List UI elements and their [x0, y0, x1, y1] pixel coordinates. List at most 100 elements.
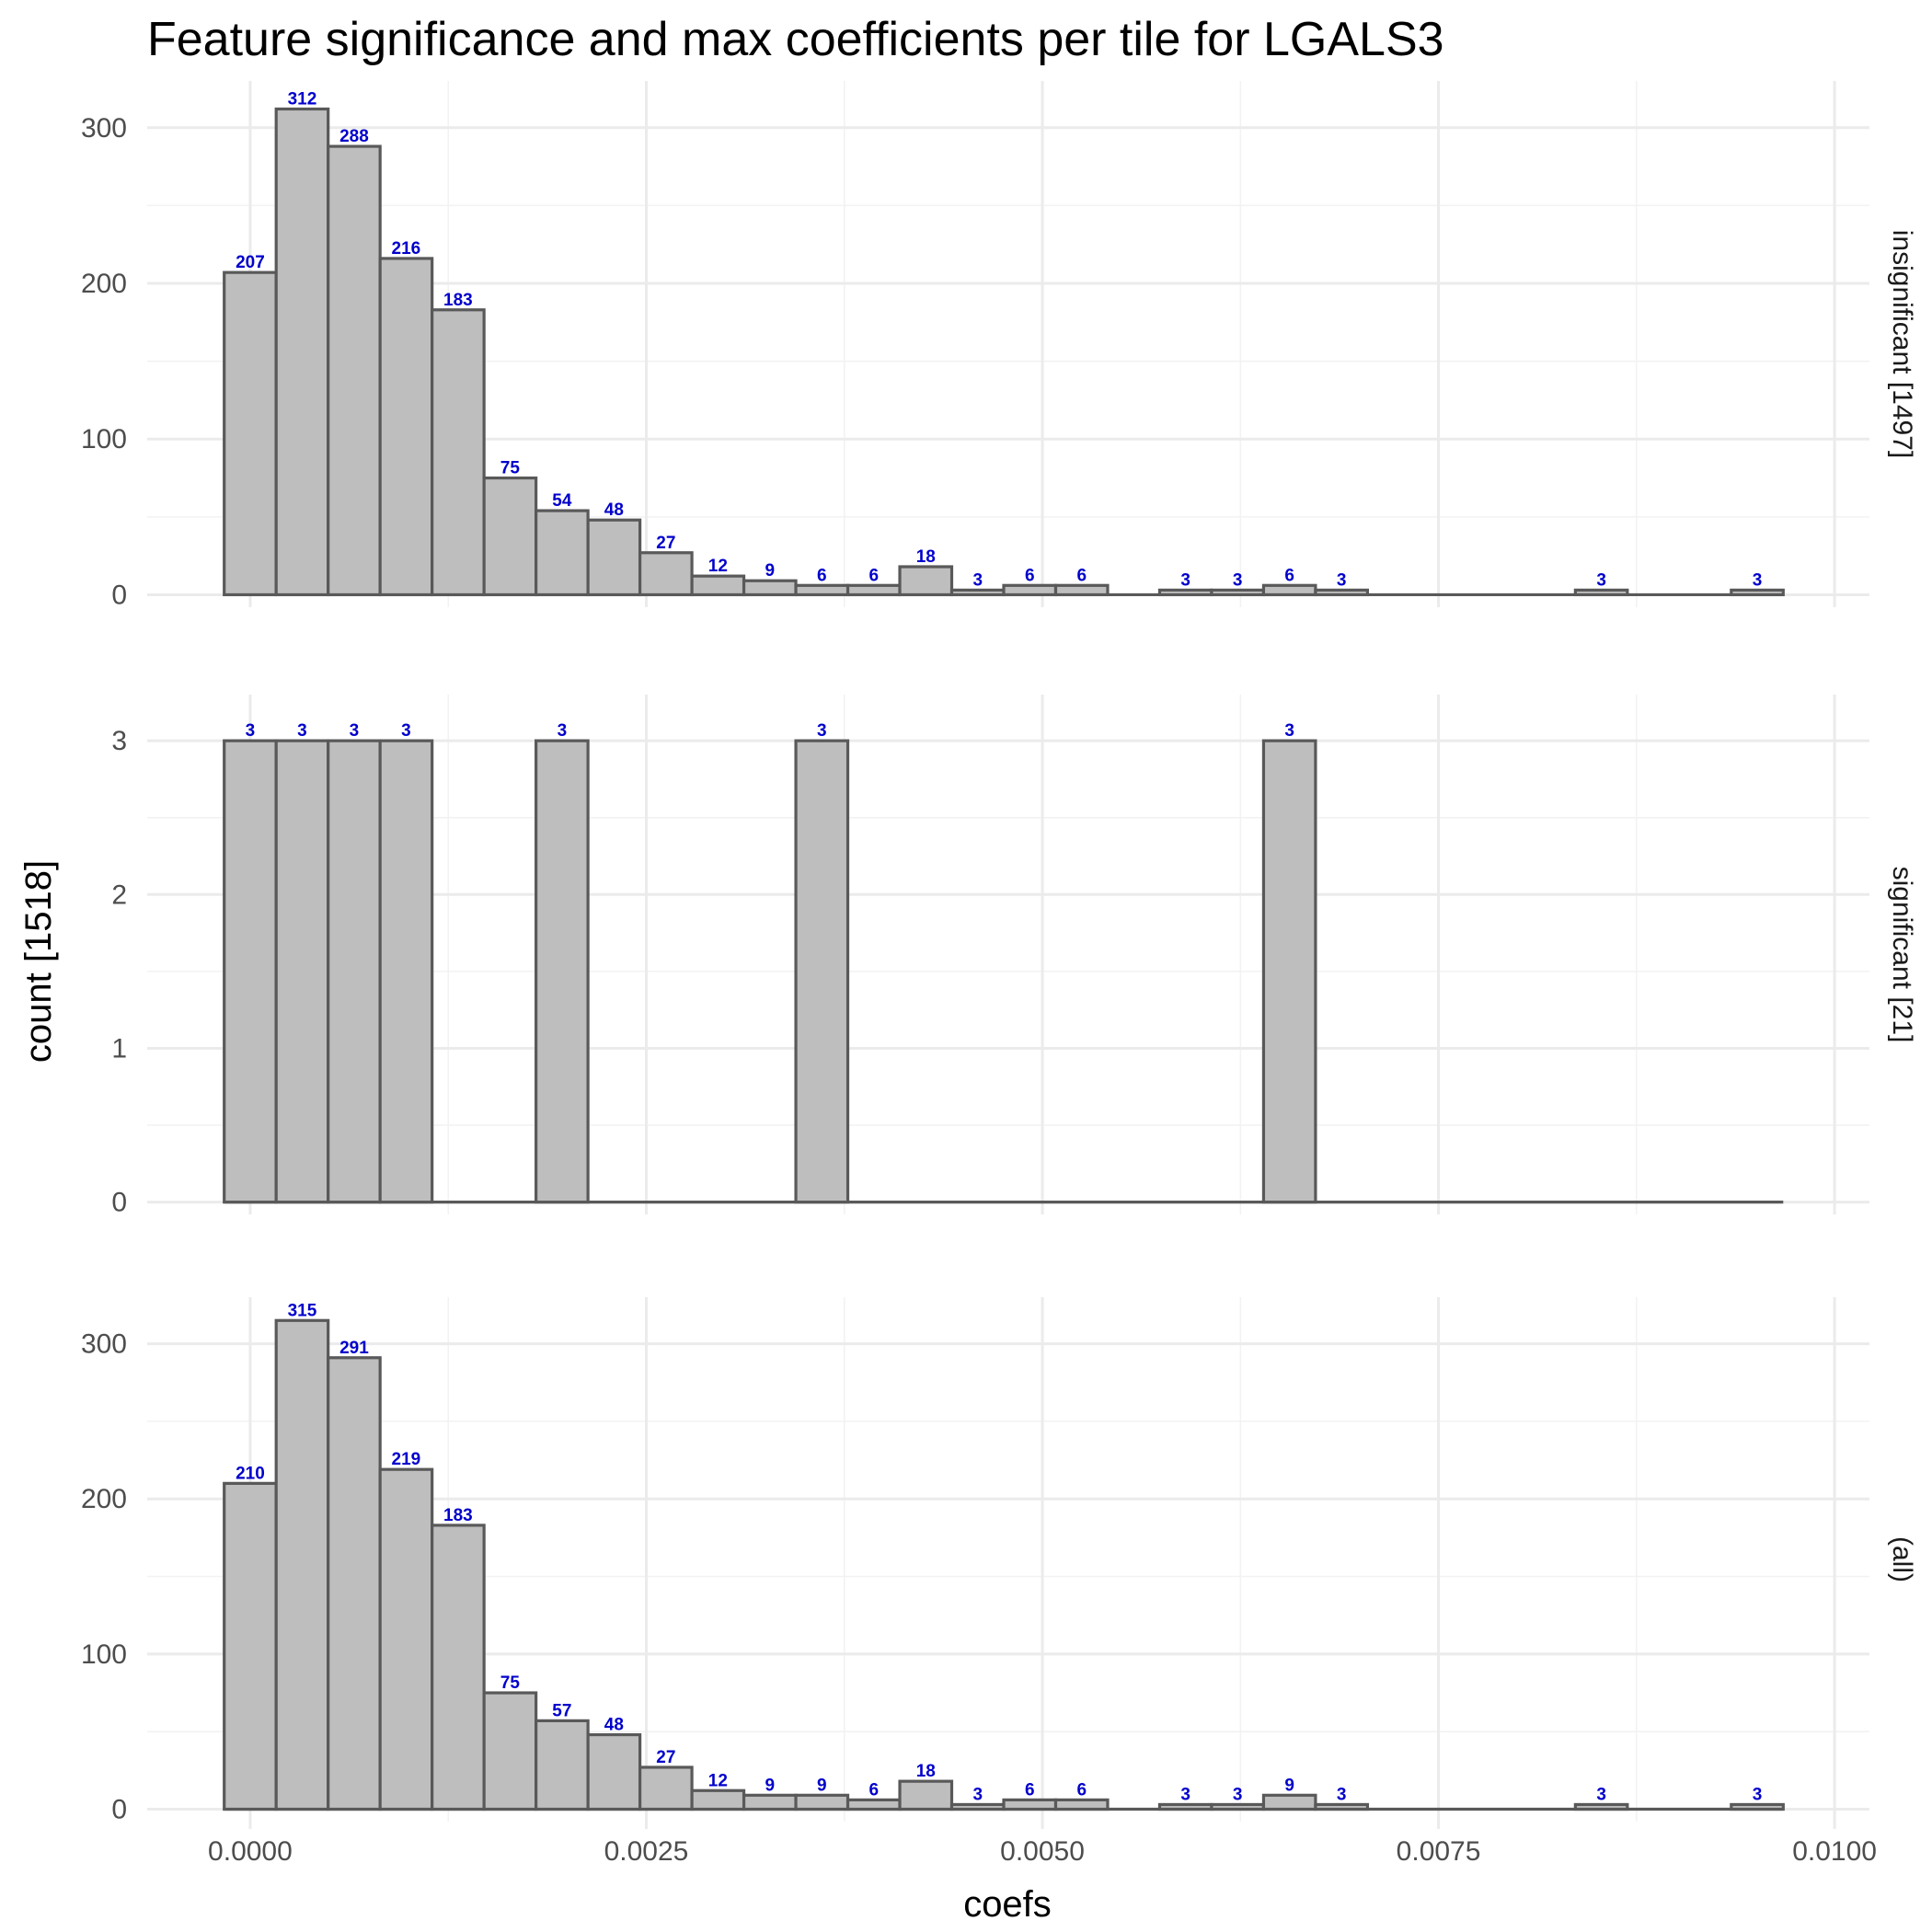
histogram-bar	[1210, 588, 1266, 597]
bar-count-label: 3	[401, 721, 411, 741]
y-tick-label: 3	[111, 726, 127, 756]
y-tick-label: 0	[111, 1795, 127, 1825]
histogram-bar	[1210, 1802, 1266, 1811]
histogram-bar	[690, 1788, 746, 1811]
bar-count-label: 6	[868, 566, 879, 585]
bar-count-label: 3	[1753, 1785, 1763, 1804]
bar-count-label: 6	[1284, 566, 1294, 585]
histogram-bar	[482, 1691, 538, 1811]
histogram-bar	[1053, 583, 1110, 597]
histogram-bar	[1730, 1802, 1785, 1811]
bar-count-label: 3	[1596, 1785, 1606, 1804]
bar-count-label: 6	[1076, 566, 1087, 585]
histogram-bar	[1261, 583, 1317, 597]
bar-count-label: 54	[552, 491, 572, 511]
histogram-bar	[1314, 1802, 1370, 1811]
histogram-bar	[742, 1793, 798, 1811]
histogram-bar	[274, 107, 330, 597]
histogram-bar	[1261, 1793, 1317, 1811]
bar-count-label: 183	[443, 291, 473, 310]
bar-count-label: 207	[236, 253, 265, 272]
histogram-bar	[1157, 1802, 1213, 1811]
histogram-bar	[223, 270, 278, 597]
histogram-bar	[535, 1719, 590, 1811]
bar-count-label: 6	[1076, 1780, 1087, 1800]
bar-count-label: 18	[916, 1762, 936, 1781]
y-tick-label: 0	[111, 1188, 127, 1218]
histogram-bar	[898, 1779, 954, 1811]
bar-count-label: 3	[1753, 570, 1763, 590]
y-tick-label: 300	[81, 1329, 127, 1360]
histogram-bar	[690, 574, 746, 597]
bar-count-label: 27	[656, 1748, 675, 1767]
bar-count-label: 3	[1233, 570, 1243, 590]
bar-count-label: 219	[392, 1450, 421, 1469]
bar-count-label: 3	[1337, 570, 1347, 590]
y-tick-label: 100	[81, 1639, 127, 1670]
bar-count-label: 48	[604, 1716, 624, 1735]
histogram-bar	[1261, 739, 1317, 1204]
bar-count-label: 3	[246, 721, 256, 741]
x-axis-title: coefs	[963, 1884, 1052, 1925]
bar-count-label: 288	[339, 127, 369, 146]
histogram-bar	[845, 1798, 902, 1811]
histogram-bar	[742, 579, 798, 597]
y-tick-label: 0	[111, 580, 127, 610]
bar-count-label: 18	[916, 547, 936, 567]
histogram-bar	[274, 739, 330, 1204]
bar-count-label: 27	[656, 534, 675, 553]
bar-count-label: 3	[350, 721, 360, 741]
x-tick-label: 0.0000	[208, 1836, 293, 1867]
bar-count-label: 6	[1025, 1780, 1035, 1800]
bar-count-label: 75	[500, 459, 521, 478]
y-axis-title: count [1518]	[18, 860, 59, 1063]
x-tick-label: 0.0050	[1000, 1836, 1085, 1867]
histogram-bar	[1002, 583, 1058, 597]
histogram-bar	[794, 739, 850, 1204]
bar-count-label: 312	[288, 89, 317, 109]
bar-count-label: 9	[765, 561, 776, 581]
bar-count-label: 57	[552, 1701, 571, 1720]
y-tick-label: 200	[81, 269, 127, 299]
facet-strip-label: significant [21]	[1887, 867, 1917, 1043]
bar-count-label: 12	[708, 1771, 728, 1790]
histogram-bar	[638, 551, 694, 597]
histogram-bar	[638, 1765, 694, 1811]
histogram-bar	[431, 308, 486, 597]
y-tick-label: 1	[111, 1033, 127, 1064]
bar-count-label: 75	[500, 1673, 521, 1693]
bar-count-label: 183	[443, 1506, 473, 1525]
bar-count-label: 48	[604, 500, 624, 520]
histogram-bar	[1730, 588, 1785, 597]
bar-count-label: 3	[972, 570, 983, 590]
bar-count-label: 3	[297, 721, 307, 741]
histogram-bar	[535, 739, 590, 1204]
histogram-bar	[378, 257, 434, 597]
x-tick-label: 0.0100	[1792, 1836, 1877, 1867]
histogram-bar	[898, 565, 954, 597]
y-tick-label: 300	[81, 113, 127, 144]
histogram-bar	[949, 1802, 1006, 1811]
histogram-bar	[482, 476, 538, 597]
histogram-bar	[378, 1467, 434, 1811]
histogram-bar	[327, 739, 382, 1204]
histogram-bar	[327, 144, 382, 597]
histogram-bar	[794, 583, 850, 597]
facet-strip-label: (all)	[1887, 1536, 1917, 1582]
bar-count-label: 3	[1233, 1785, 1243, 1804]
bar-count-label: 210	[236, 1464, 265, 1483]
bar-count-label: 6	[868, 1780, 879, 1800]
histogram-bar	[1053, 1798, 1110, 1811]
histogram-bar	[431, 1524, 486, 1811]
histogram-bar	[845, 583, 902, 597]
histogram-bar	[327, 1356, 382, 1811]
histogram-bar	[586, 518, 642, 597]
histogram-bar	[535, 509, 590, 597]
histogram-bar	[1573, 1802, 1629, 1811]
histogram-bar	[1002, 1798, 1058, 1811]
histogram-bar	[378, 739, 434, 1204]
histogram-bar	[1573, 588, 1629, 597]
y-tick-label: 200	[81, 1484, 127, 1514]
